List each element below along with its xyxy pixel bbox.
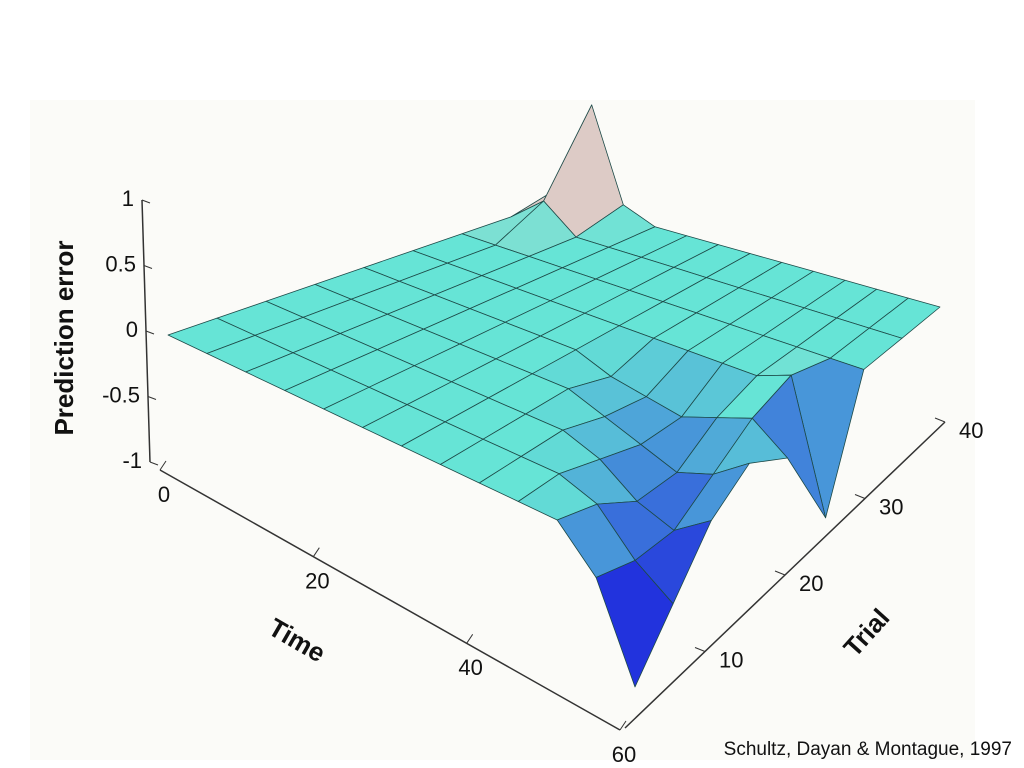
y-tick: [694, 647, 706, 652]
y-tick-label: 30: [879, 494, 903, 519]
z-tick-label: -1: [122, 448, 142, 473]
surface-cell: [595, 560, 674, 688]
z-tick: [149, 461, 159, 466]
z-tick: [141, 199, 151, 204]
z-tick-label: 0: [126, 317, 138, 342]
source-note: Schultz, Dayan & Montague, 1997: [724, 739, 1012, 760]
z-tick: [147, 396, 157, 400]
y-tick-label: 20: [799, 571, 823, 596]
x-tick: [312, 547, 320, 557]
z-tick-label: 1: [122, 186, 134, 211]
x-tick: [159, 460, 167, 471]
y-tick: [774, 570, 786, 576]
y-tick: [934, 417, 946, 423]
x-tick-label: 20: [305, 568, 329, 593]
x-tick-label: 40: [458, 655, 482, 680]
x-tick: [466, 634, 474, 644]
x-tick-label: 60: [612, 742, 636, 767]
x-tick: [619, 720, 627, 731]
y-tick-label: 40: [959, 418, 983, 443]
x-tick-label: 0: [158, 482, 170, 507]
y-tick: [854, 494, 866, 499]
z-axis-label: Prediction error: [49, 240, 79, 435]
y-tick-label: 10: [719, 647, 743, 672]
z-tick: [145, 330, 155, 335]
axis-line: [159, 469, 621, 731]
z-tick: [143, 265, 153, 269]
z-tick-label: -0.5: [102, 382, 140, 407]
z-tick-label: 0.5: [105, 251, 136, 276]
